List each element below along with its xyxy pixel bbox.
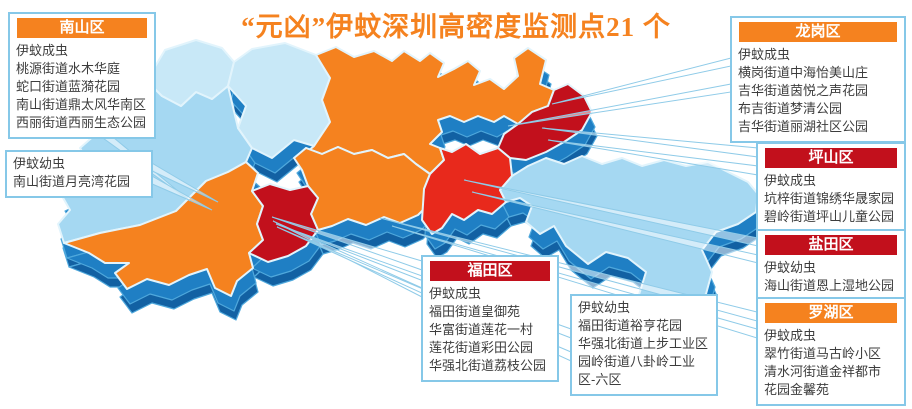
monitoring-point: 伊蚊成虫 — [764, 173, 817, 188]
monitoring-point: 蛇口街道蓝漪花园 — [16, 79, 121, 94]
monitoring-point: 伊蚊成虫 — [738, 47, 791, 62]
district-name-header: 南山区 — [17, 18, 147, 38]
monitoring-point: 海山街道恩上湿地公园 — [764, 278, 895, 293]
map-districts — [57, 39, 759, 315]
district-name-header: 龙岗区 — [739, 22, 897, 42]
monitoring-point: 伊蚊幼虫 — [578, 300, 631, 315]
district-box-luohu: 罗湖区 伊蚊成虫翠竹街道马古岭小区 清水河街道金祥都市 花园金馨苑 — [756, 297, 906, 406]
monitoring-point: 清水河街道金祥都市 — [764, 364, 882, 379]
monitoring-point: 伊蚊成虫 — [429, 286, 482, 301]
district-name-header: 罗湖区 — [765, 303, 897, 323]
monitoring-point: 伊蚊成虫 — [16, 43, 69, 58]
district-box-futian: 福田区 伊蚊成虫福田街道皇御苑 华富街道莲花一村 莲花街道彩田公园 华强北街道荔枝公园 — [421, 255, 559, 382]
monitoring-point: 南山街道鼎太风华南区 — [16, 97, 147, 112]
monitoring-point: 桃源街道水木华庭 — [16, 61, 121, 76]
monitoring-points-list: 伊蚊成虫桃源街道水木华庭 蛇口街道蓝漪花园南山街道鼎太风华南区 西丽街道西丽生态公园 — [16, 42, 148, 132]
district-box-nanshan: 南山区 伊蚊成虫桃源街道水木华庭 蛇口街道蓝漪花园南山街道鼎太风华南区 西丽街道西丽… — [8, 12, 156, 139]
monitoring-point: 南山街道月亮湾花园 — [13, 174, 131, 189]
monitoring-point: 坑梓街道锦绣华晟家园 — [764, 191, 895, 206]
monitoring-point: 吉华街道茵悦之声花园 — [738, 83, 869, 98]
monitoring-point: 伊蚊成虫 — [764, 328, 817, 343]
monitoring-point: 福田街道裕亨花园 — [578, 318, 683, 333]
monitoring-point: 翠竹街道马古岭小区 — [764, 346, 882, 361]
monitoring-points-list: 伊蚊成虫坑梓街道锦绣华晟家园 碧岭街道坪山儿童公园 — [764, 172, 898, 226]
monitoring-point: 伊蚊幼虫 — [13, 156, 66, 171]
monitoring-point: 园岭街道八卦岭工业区-六区 — [578, 354, 696, 387]
map-district-futian — [248, 183, 319, 263]
district-name-header: 福田区 — [430, 261, 550, 281]
monitoring-point: 福田街道皇御苑 — [429, 304, 521, 319]
monitoring-points-list: 伊蚊幼虫海山街道恩上湿地公园 — [764, 259, 898, 295]
monitoring-point: 伊蚊幼虫 — [764, 260, 817, 275]
district-box-yantian: 盐田区 伊蚊幼虫海山街道恩上湿地公园 — [756, 229, 906, 302]
monitoring-points-list: 伊蚊幼虫南山街道月亮湾花园 — [13, 155, 145, 191]
monitoring-point: 吉华街道丽湖社区公园 — [738, 119, 869, 134]
map-district-guangming — [149, 39, 235, 107]
monitoring-point: 碧岭街道坪山儿童公园 — [764, 209, 895, 224]
monitoring-point: 布吉街道梦清公园 — [738, 101, 843, 116]
monitoring-point: 华强北街道荔枝公园 — [429, 358, 547, 373]
monitoring-points-list: 伊蚊成虫翠竹街道马古岭小区 清水河街道金祥都市 花园金馨苑 — [764, 327, 898, 399]
monitoring-point: 莲花街道彩田公园 — [429, 340, 534, 355]
leader-line — [551, 57, 732, 105]
district-box-nanshan-larvae: 伊蚊幼虫南山街道月亮湾花园 — [5, 150, 153, 198]
district-box-futian-larvae: 伊蚊幼虫福田街道裕亨花园华强北街道上步工业区园岭街道八卦岭工业区-六区 — [570, 294, 718, 396]
map-district-dapeng — [499, 155, 759, 315]
monitoring-point: 花园金馨苑 — [764, 382, 830, 397]
map-district-luohu — [293, 146, 431, 231]
district-name-header: 盐田区 — [765, 235, 897, 255]
map-district-pingshan — [497, 83, 593, 161]
monitoring-point: 西丽街道西丽生态公园 — [16, 115, 147, 130]
district-name-header: 坪山区 — [765, 148, 897, 168]
monitoring-points-list: 伊蚊成虫福田街道皇御苑 华富街道莲花一村 莲花街道彩田公园 华强北街道荔枝公园 — [429, 285, 551, 375]
monitoring-point: 华强北街道上步工业区 — [578, 336, 709, 351]
monitoring-point: 华富街道莲花一村 — [429, 322, 534, 337]
district-box-longgang: 龙岗区 伊蚊成虫横岗街道中海怡美山庄 吉华街道茵悦之声花园 布吉街道梦清公园吉华街道… — [730, 16, 906, 143]
monitoring-points-list: 伊蚊幼虫福田街道裕亨花园华强北街道上步工业区园岭街道八卦岭工业区-六区 — [578, 299, 710, 389]
monitoring-points-list: 伊蚊成虫横岗街道中海怡美山庄 吉华街道茵悦之声花园 布吉街道梦清公园吉华街道丽湖社区… — [738, 46, 898, 136]
district-box-pingshan: 坪山区 伊蚊成虫坑梓街道锦绣华晟家园 碧岭街道坪山儿童公园 — [756, 142, 906, 233]
page-title: “元凶”伊蚊深圳高密度监测点21 个 — [241, 12, 671, 42]
monitoring-point: 横岗街道中海怡美山庄 — [738, 65, 869, 80]
